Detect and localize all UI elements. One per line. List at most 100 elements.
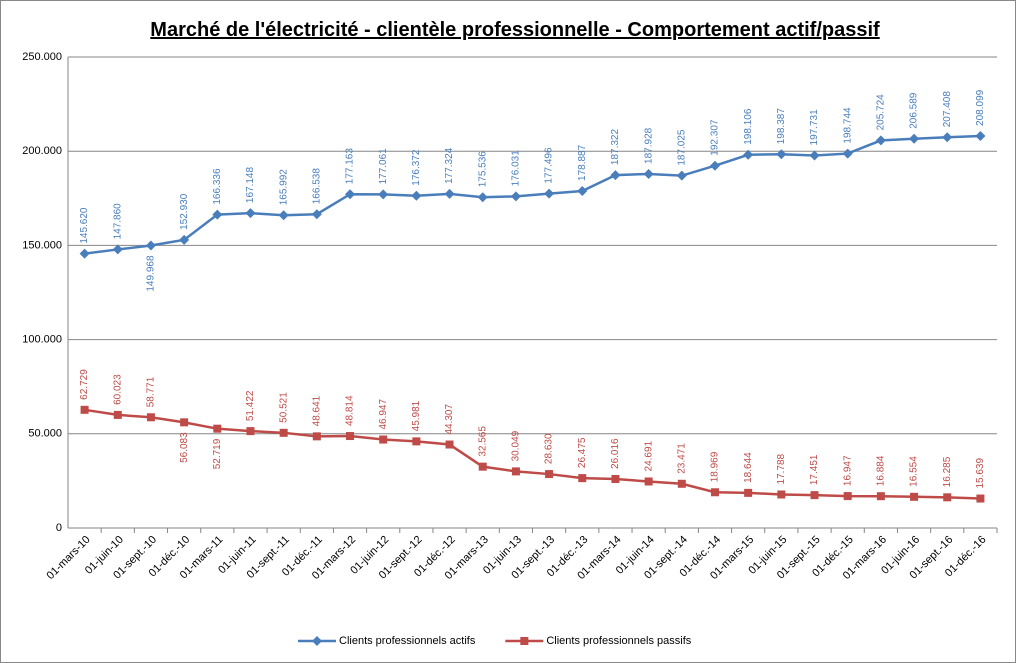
value-label: 145.620 (79, 207, 90, 244)
value-label: 30.049 (511, 430, 522, 461)
y-tick-label: 250.000 (22, 51, 62, 63)
value-label: 198.387 (776, 108, 787, 145)
value-label: 192.307 (710, 119, 721, 156)
marker (910, 492, 919, 501)
legend-label: Clients professionnels passifs (546, 635, 691, 647)
value-label: 208.099 (975, 89, 986, 126)
marker (212, 209, 223, 220)
marker (709, 160, 720, 171)
marker (80, 405, 89, 414)
value-label: 17.451 (809, 454, 820, 485)
legend-marker (520, 637, 529, 645)
marker (345, 189, 356, 200)
marker (577, 185, 588, 196)
value-label: 187.928 (643, 127, 654, 164)
marker (346, 432, 355, 441)
marker (610, 170, 621, 181)
marker (245, 208, 256, 219)
marker (279, 428, 288, 437)
marker (842, 148, 853, 159)
marker (510, 191, 521, 202)
value-label: 198.106 (743, 108, 754, 145)
value-label: 206.589 (909, 92, 920, 129)
legend-label: Clients professionnels actifs (339, 635, 476, 647)
value-label: 32.565 (477, 426, 488, 457)
y-tick-label: 150.000 (22, 239, 62, 251)
chart-title: Marché de l'électricité - clientèle prof… (150, 19, 880, 41)
marker (677, 479, 686, 488)
value-label: 207.408 (942, 91, 953, 128)
marker (975, 130, 986, 141)
value-label: 176.031 (511, 150, 522, 187)
value-label: 152.930 (179, 193, 190, 230)
marker (976, 494, 985, 503)
marker (478, 462, 487, 471)
marker (379, 435, 388, 444)
marker (843, 492, 852, 501)
y-tick-label: 200.000 (22, 145, 62, 157)
value-label: 16.285 (942, 456, 953, 487)
marker (710, 488, 719, 497)
marker (278, 210, 289, 221)
marker (112, 244, 123, 255)
value-label: 177.324 (444, 147, 455, 184)
marker (179, 234, 190, 245)
value-label: 46.947 (378, 399, 389, 430)
marker (411, 190, 422, 201)
marker (611, 474, 620, 483)
y-tick-label: 0 (56, 522, 62, 534)
value-label: 62.729 (79, 369, 90, 400)
value-label: 51.422 (245, 390, 256, 421)
marker (180, 418, 189, 427)
value-label: 166.336 (212, 168, 223, 205)
value-label: 52.719 (212, 438, 223, 469)
marker (777, 490, 786, 499)
value-label: 26.016 (610, 438, 621, 469)
marker (643, 168, 654, 179)
value-label: 45.981 (411, 400, 422, 431)
value-label: 149.968 (146, 255, 157, 292)
value-label: 56.083 (179, 432, 190, 463)
marker (776, 149, 787, 160)
marker (511, 467, 520, 476)
y-tick-label: 50.000 (28, 428, 62, 440)
series-line (84, 408, 981, 500)
marker (943, 493, 952, 502)
marker (578, 474, 587, 483)
value-label: 26.475 (577, 437, 588, 468)
value-label: 18.969 (710, 451, 721, 482)
marker (79, 248, 90, 259)
value-label: 15.639 (975, 458, 986, 489)
value-label: 178.887 (577, 144, 588, 181)
marker (477, 192, 488, 203)
marker (743, 149, 754, 160)
marker (412, 437, 421, 446)
value-label: 187.322 (610, 128, 621, 165)
value-label: 177.496 (544, 147, 555, 184)
marker (676, 170, 687, 181)
value-label: 28.630 (544, 433, 555, 464)
marker (545, 470, 554, 479)
value-label: 177.061 (378, 148, 389, 185)
value-label: 48.814 (345, 395, 356, 426)
value-label: 48.641 (311, 395, 322, 426)
marker (909, 133, 920, 144)
marker (311, 209, 322, 220)
marker (444, 188, 455, 199)
value-label: 197.731 (809, 109, 820, 146)
y-tick-label: 100.000 (22, 334, 62, 346)
series-line (84, 134, 981, 255)
value-label: 24.691 (643, 440, 654, 471)
value-label: 176.372 (411, 149, 422, 186)
marker (544, 188, 555, 199)
marker (942, 132, 953, 143)
value-label: 16.554 (909, 456, 920, 487)
value-label: 18.644 (743, 452, 754, 483)
value-label: 187.025 (676, 129, 687, 166)
value-label: 165.992 (278, 169, 289, 206)
value-label: 205.724 (876, 94, 887, 131)
value-label: 23.471 (676, 443, 687, 474)
marker (213, 424, 222, 433)
